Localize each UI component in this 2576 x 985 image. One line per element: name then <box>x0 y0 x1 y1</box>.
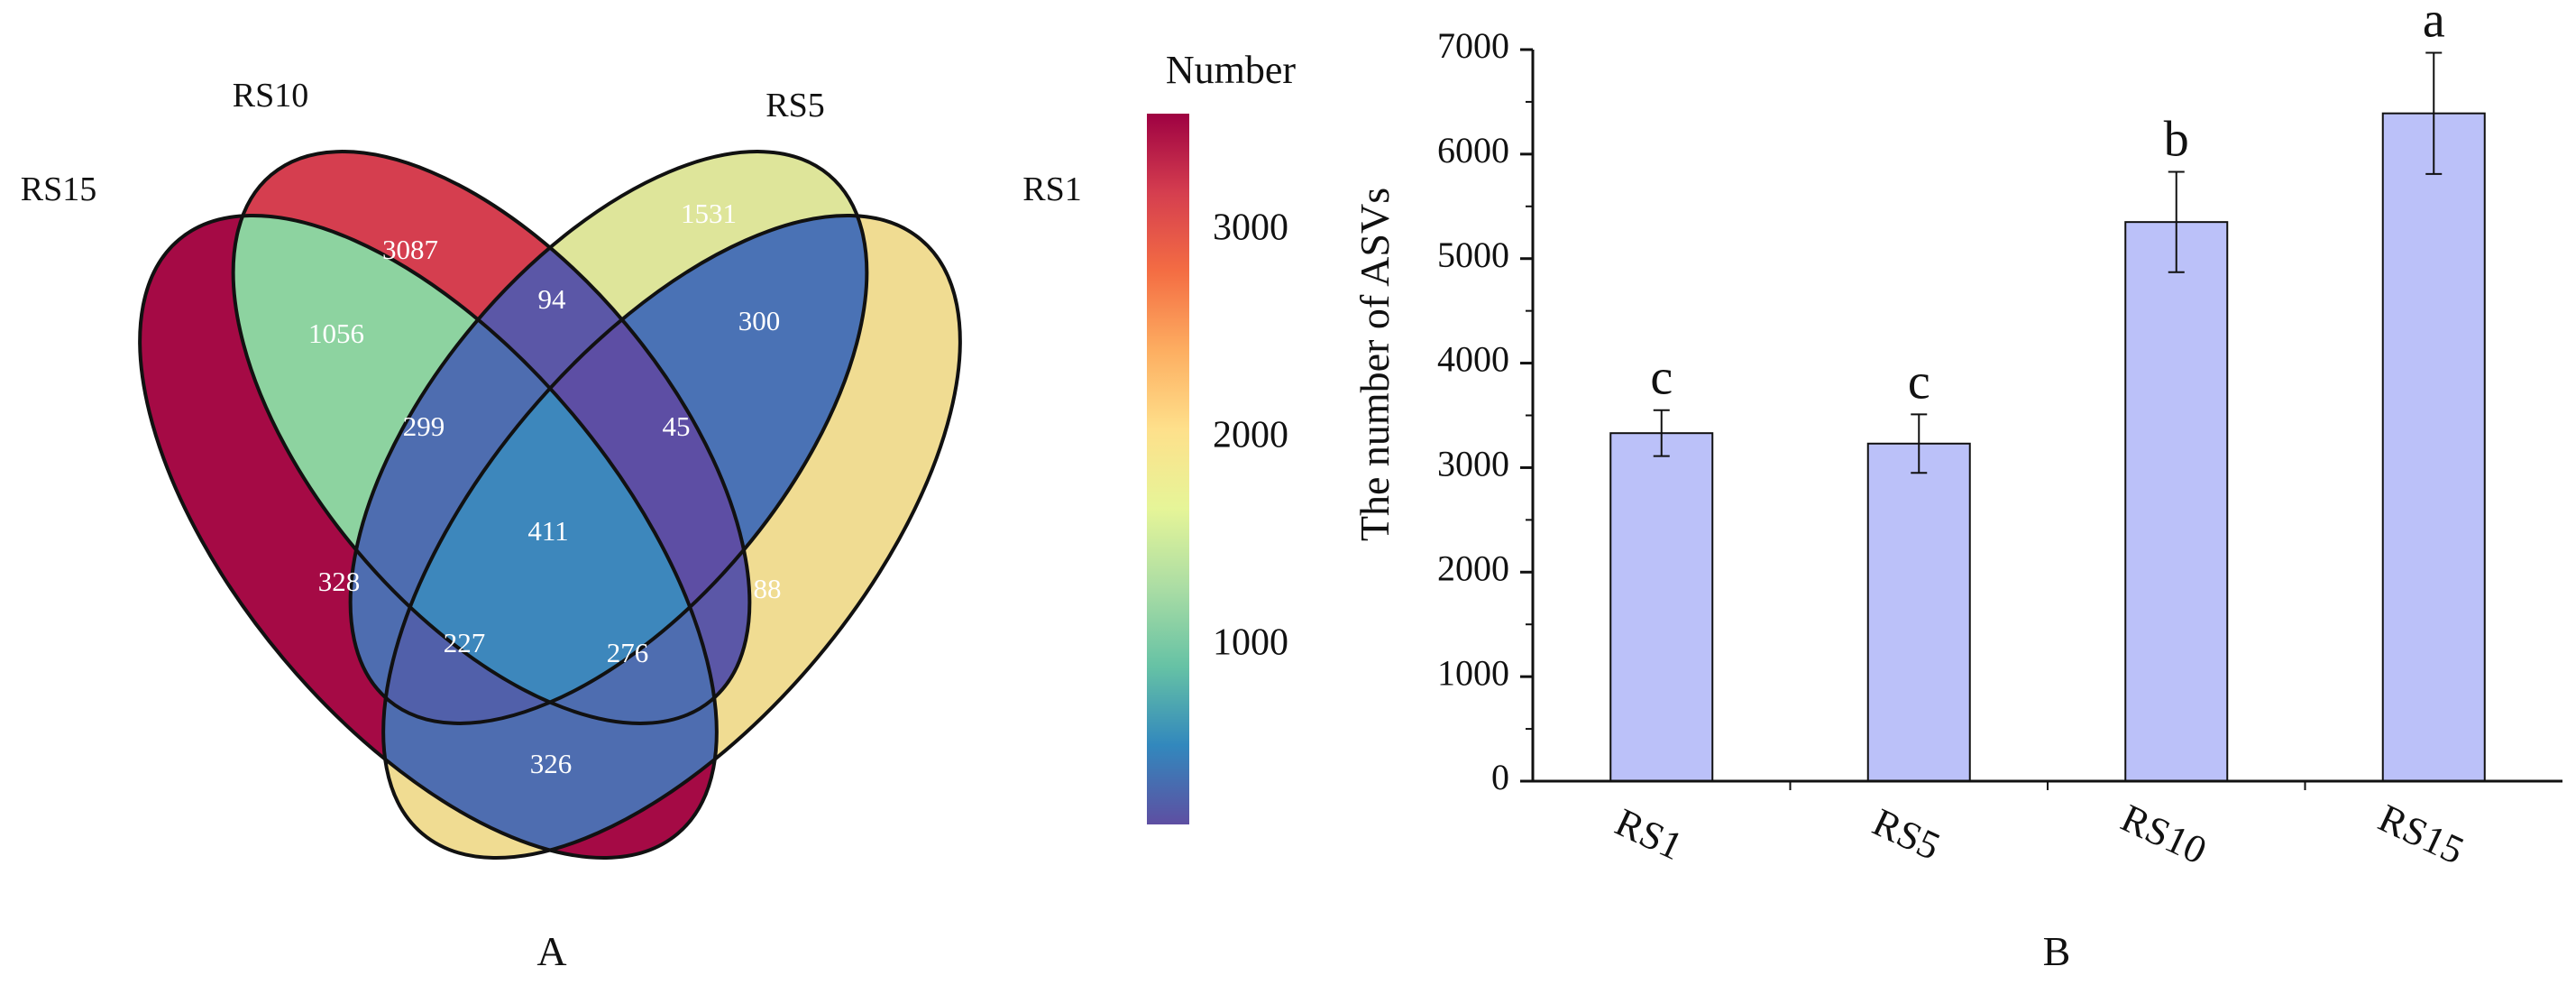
significance-letter-rs1: c <box>1650 350 1673 406</box>
y-tick-label: 6000 <box>1437 130 1509 170</box>
y-tick-label: 4000 <box>1437 339 1509 380</box>
venn-count-rs10-rs5-rs1: 45 <box>663 410 691 442</box>
venn-count-rs10-rs1: 88 <box>754 573 782 604</box>
y-tick-label: 5000 <box>1437 235 1509 275</box>
y-axis-label: The number of ASVs <box>1352 188 1398 541</box>
colorbar-title: Number <box>1166 48 1297 92</box>
venn-count-all: 411 <box>527 515 568 547</box>
bar-rs15 <box>2381 112 2486 783</box>
venn-set-label-rs10: RS10 <box>233 77 308 115</box>
venn-count-rs1: 1666 <box>902 533 958 565</box>
venn-count-rs15-rs10-rs1: 276 <box>607 637 649 668</box>
venn-outlines <box>138 150 962 860</box>
x-tick-label-rs1: RS1 <box>1609 800 1689 869</box>
venn-set-label-rs1: RS1 <box>1022 170 1081 208</box>
venn-count-rs5: 1531 <box>681 198 737 229</box>
bar-rs5 <box>1866 442 1971 782</box>
venn-count-rs5-rs1: 300 <box>738 305 781 336</box>
venn-count-rs15: 3477 <box>137 535 193 566</box>
venn-outline-rs5 <box>348 150 869 725</box>
colorbar-tick-3000: 3000 <box>1213 207 1288 249</box>
significance-letter-rs10: b <box>2164 112 2189 168</box>
significance-letter-rs15: a <box>2423 0 2445 48</box>
y-tick-label: 7000 <box>1437 25 1509 66</box>
venn-count-rs15-rs5: 328 <box>318 566 361 597</box>
y-tick-label: 0 <box>1491 757 1509 797</box>
x-tick-label-rs15: RS15 <box>2372 796 2471 873</box>
x-tick-label-rs10: RS10 <box>2114 796 2213 873</box>
colorbar-gradient <box>1147 114 1189 824</box>
panel-label-a: A <box>536 928 566 974</box>
venn-count-rs15-rs10: 1056 <box>308 318 364 349</box>
venn-count-rs15-rs5-rs1: 227 <box>444 627 486 658</box>
y-tick-label: 1000 <box>1437 652 1509 693</box>
significance-letter-rs5: c <box>1908 354 1930 410</box>
venn-count-rs10: 3087 <box>382 234 438 265</box>
x-tick-label-rs5: RS5 <box>1866 800 1947 869</box>
venn-count-rs15-rs10-rs5: 299 <box>403 410 445 442</box>
y-tick-label: 3000 <box>1437 444 1509 484</box>
bar-rs1 <box>1609 432 1714 782</box>
bar-chart: c c b a 0 1000 2000 3000 4000 5000 6000 7000 RS1 RS… <box>1352 0 2562 974</box>
venn-diagram: 3477 3087 1531 1666 1056 94 300 299 45 4… <box>21 77 1082 974</box>
colorbar-tick-1000: 1000 <box>1213 622 1288 664</box>
bar-rs10 <box>2124 221 2229 782</box>
venn-count-rs10-rs5: 94 <box>538 283 567 315</box>
y-tick-label: 2000 <box>1437 548 1509 588</box>
venn-outline-rs15 <box>138 214 719 860</box>
colorbar: Number 1000 2000 3000 <box>1147 48 1296 824</box>
panel-label-b: B <box>2043 928 2071 974</box>
venn-outline-rs1 <box>381 214 962 860</box>
venn-set-label-rs15: RS15 <box>21 170 96 208</box>
venn-set-label-rs5: RS5 <box>765 87 824 124</box>
colorbar-tick-2000: 2000 <box>1213 415 1288 456</box>
venn-count-rs15-rs1: 326 <box>530 748 573 779</box>
